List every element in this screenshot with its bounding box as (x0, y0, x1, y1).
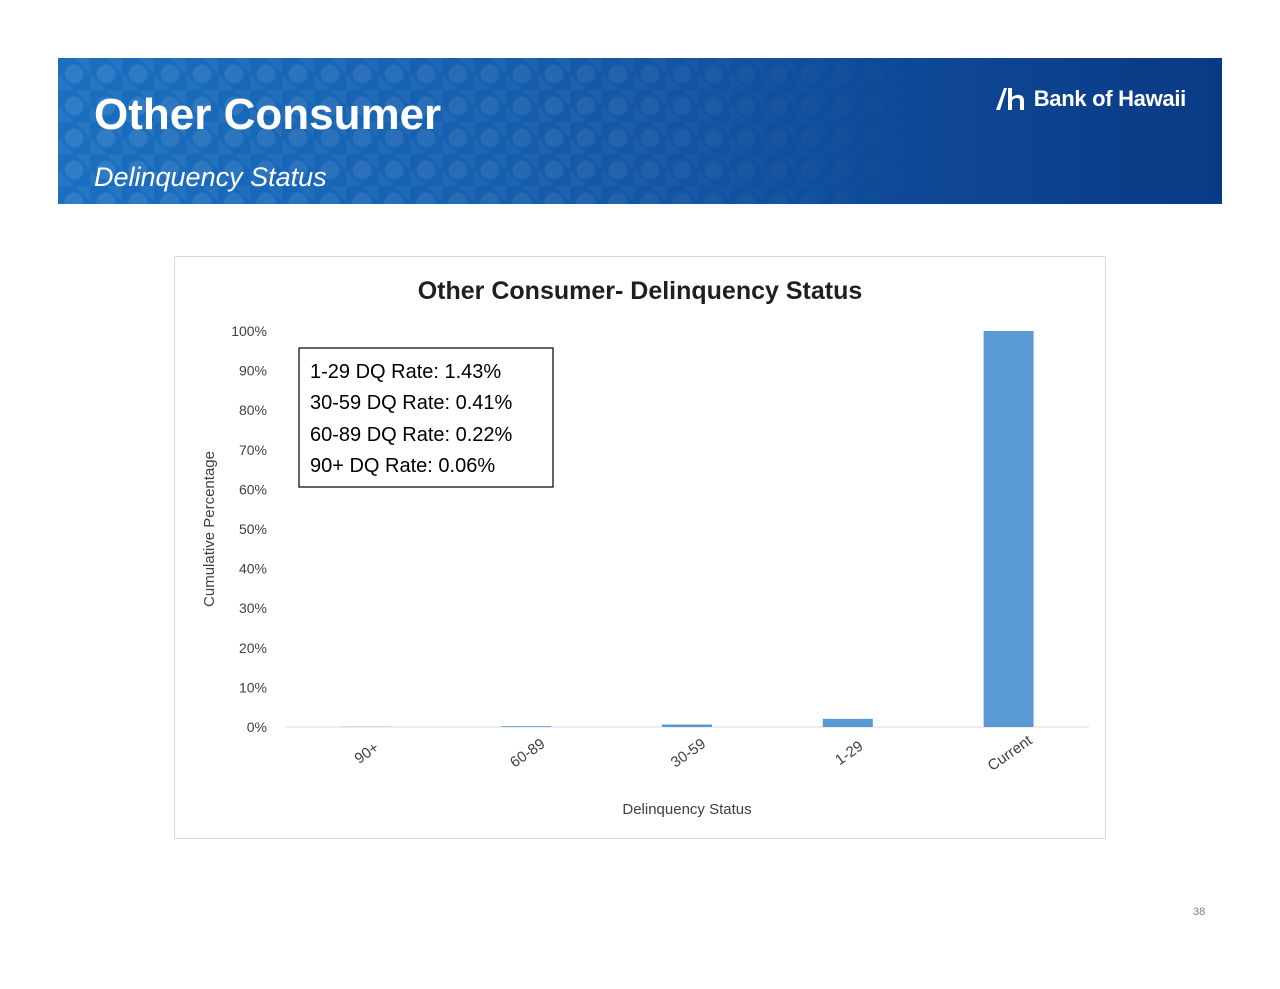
y-tick-label: 90% (239, 363, 267, 379)
bank-logo-icon (995, 88, 1024, 110)
dq-rate-line: 60-89 DQ Rate: 0.22% (310, 424, 513, 446)
delinquency-chart: Other Consumer- Delinquency Status Cumul… (201, 277, 1089, 818)
page-number: 38 (1193, 906, 1206, 918)
chart-frame: Other Consumer- Delinquency Status Cumul… (174, 256, 1106, 839)
y-axis-label: Cumulative Percentage (201, 451, 218, 607)
x-tick-label: 1-29 (832, 738, 866, 769)
y-tick-label: 60% (239, 481, 267, 497)
y-tick-label: 100% (231, 323, 267, 339)
page-subtitle: Delinquency Status (94, 162, 327, 192)
bar-30-59 (662, 724, 712, 727)
y-tick-label: 70% (239, 442, 267, 458)
bar-60-89 (501, 726, 552, 727)
x-tick-label: 90+ (352, 739, 383, 768)
header-banner: Other Consumer Delinquency Status Bank o… (58, 58, 1222, 204)
x-axis-label: Delinquency Status (622, 801, 751, 818)
bar-current (983, 331, 1034, 727)
bar-1-29 (822, 718, 873, 727)
y-tick-label: 80% (239, 402, 267, 418)
dq-rate-box: 1-29 DQ Rate: 1.43% 30-59 DQ Rate: 0.41%… (298, 347, 554, 488)
page-title: Other Consumer (94, 90, 442, 139)
x-tick-label: 60-89 (507, 735, 548, 771)
dq-rate-line: 1-29 DQ Rate: 1.43% (310, 361, 501, 383)
y-tick-label: 40% (239, 561, 267, 577)
y-tick-label: 10% (239, 679, 267, 695)
y-tick-label: 0% (247, 719, 267, 735)
y-tick-label: 20% (239, 640, 267, 656)
dq-rate-line: 90+ DQ Rate: 0.06% (310, 455, 495, 477)
brand-logo: Bank of Hawaii (994, 86, 1186, 112)
banner-pattern (58, 58, 1222, 204)
x-tick-label: Current (985, 732, 1036, 775)
y-tick-label: 50% (239, 521, 267, 537)
dq-rate-line: 30-59 DQ Rate: 0.41% (310, 392, 513, 414)
y-tick-label: 30% (239, 600, 267, 616)
chart-title: Other Consumer- Delinquency Status (418, 277, 863, 305)
x-tick-label: 30-59 (668, 735, 709, 771)
brand-name: Bank of Hawaii (1033, 86, 1187, 111)
